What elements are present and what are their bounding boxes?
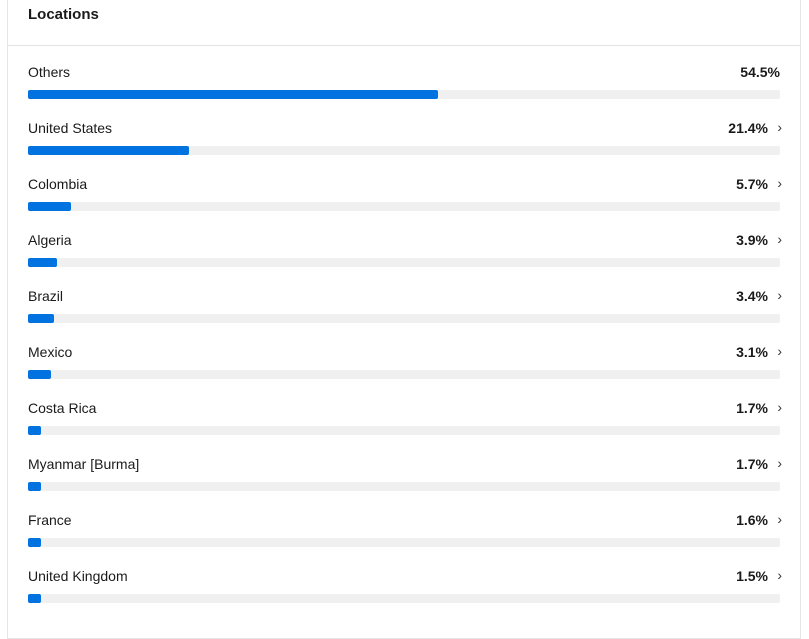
progress-fill	[28, 146, 189, 155]
location-name: Algeria	[28, 232, 72, 248]
location-row[interactable]: Costa Rica 1.7% ›	[28, 396, 782, 452]
chevron-right-icon[interactable]: ›	[777, 175, 782, 191]
location-name: France	[28, 512, 72, 528]
card-header: Locations	[8, 0, 800, 46]
progress-fill	[28, 594, 41, 603]
chevron-right-icon[interactable]: ›	[777, 399, 782, 415]
location-percent: 1.6%	[736, 512, 768, 528]
progress-fill	[28, 90, 438, 99]
location-name: United Kingdom	[28, 568, 128, 584]
chevron-right-icon[interactable]: ›	[777, 287, 782, 303]
progress-track	[28, 314, 780, 323]
progress-track	[28, 482, 780, 491]
location-percent: 1.7%	[736, 400, 768, 416]
progress-track	[28, 258, 780, 267]
location-name: Costa Rica	[28, 400, 97, 416]
chevron-right-icon[interactable]: ›	[777, 231, 782, 247]
location-percent: 1.7%	[736, 456, 768, 472]
location-name: United States	[28, 120, 113, 136]
locations-list: Others 54.5% United States 21.4% › Colombia 5.…	[28, 60, 782, 620]
chevron-right-icon[interactable]: ›	[777, 511, 782, 527]
progress-track	[28, 594, 780, 603]
location-row[interactable]: Myanmar [Burma] 1.7% ›	[28, 452, 782, 508]
location-row: Others 54.5%	[28, 60, 780, 116]
progress-track	[28, 538, 780, 547]
progress-fill	[28, 538, 41, 547]
location-percent: 3.4%	[736, 288, 768, 304]
location-percent: 1.5%	[736, 568, 768, 584]
progress-fill	[28, 482, 41, 491]
progress-track	[28, 146, 780, 155]
location-percent: 5.7%	[736, 176, 768, 192]
progress-fill	[28, 258, 58, 267]
progress-fill	[28, 426, 41, 435]
progress-track	[28, 90, 780, 99]
chevron-right-icon[interactable]: ›	[777, 119, 782, 135]
progress-fill	[28, 370, 52, 379]
location-percent: 3.1%	[736, 344, 768, 360]
progress-track	[28, 370, 780, 379]
location-name: Myanmar [Burma]	[28, 456, 140, 472]
progress-fill	[28, 314, 54, 323]
progress-track	[28, 202, 780, 211]
location-name: Others	[28, 64, 71, 80]
progress-fill	[28, 202, 71, 211]
location-name: Colombia	[28, 176, 88, 192]
location-row[interactable]: Mexico 3.1% ›	[28, 340, 782, 396]
location-percent: 21.4%	[728, 120, 768, 136]
chevron-right-icon[interactable]: ›	[777, 567, 782, 583]
chevron-right-icon[interactable]: ›	[777, 343, 782, 359]
location-name: Mexico	[28, 344, 73, 360]
location-name: Brazil	[28, 288, 64, 304]
location-row[interactable]: Algeria 3.9% ›	[28, 228, 782, 284]
progress-track	[28, 426, 780, 435]
location-percent: 54.5%	[740, 64, 780, 80]
chevron-right-icon[interactable]: ›	[777, 455, 782, 471]
location-row[interactable]: France 1.6% ›	[28, 508, 782, 564]
card-title: Locations	[28, 6, 99, 23]
location-row[interactable]: United States 21.4% ›	[28, 116, 782, 172]
locations-card: Locations Others 54.5% United States 21.4% ›…	[7, 0, 801, 639]
location-percent: 3.9%	[736, 232, 768, 248]
location-row[interactable]: Colombia 5.7% ›	[28, 172, 782, 228]
location-row[interactable]: United Kingdom 1.5% ›	[28, 564, 782, 620]
location-row[interactable]: Brazil 3.4% ›	[28, 284, 782, 340]
